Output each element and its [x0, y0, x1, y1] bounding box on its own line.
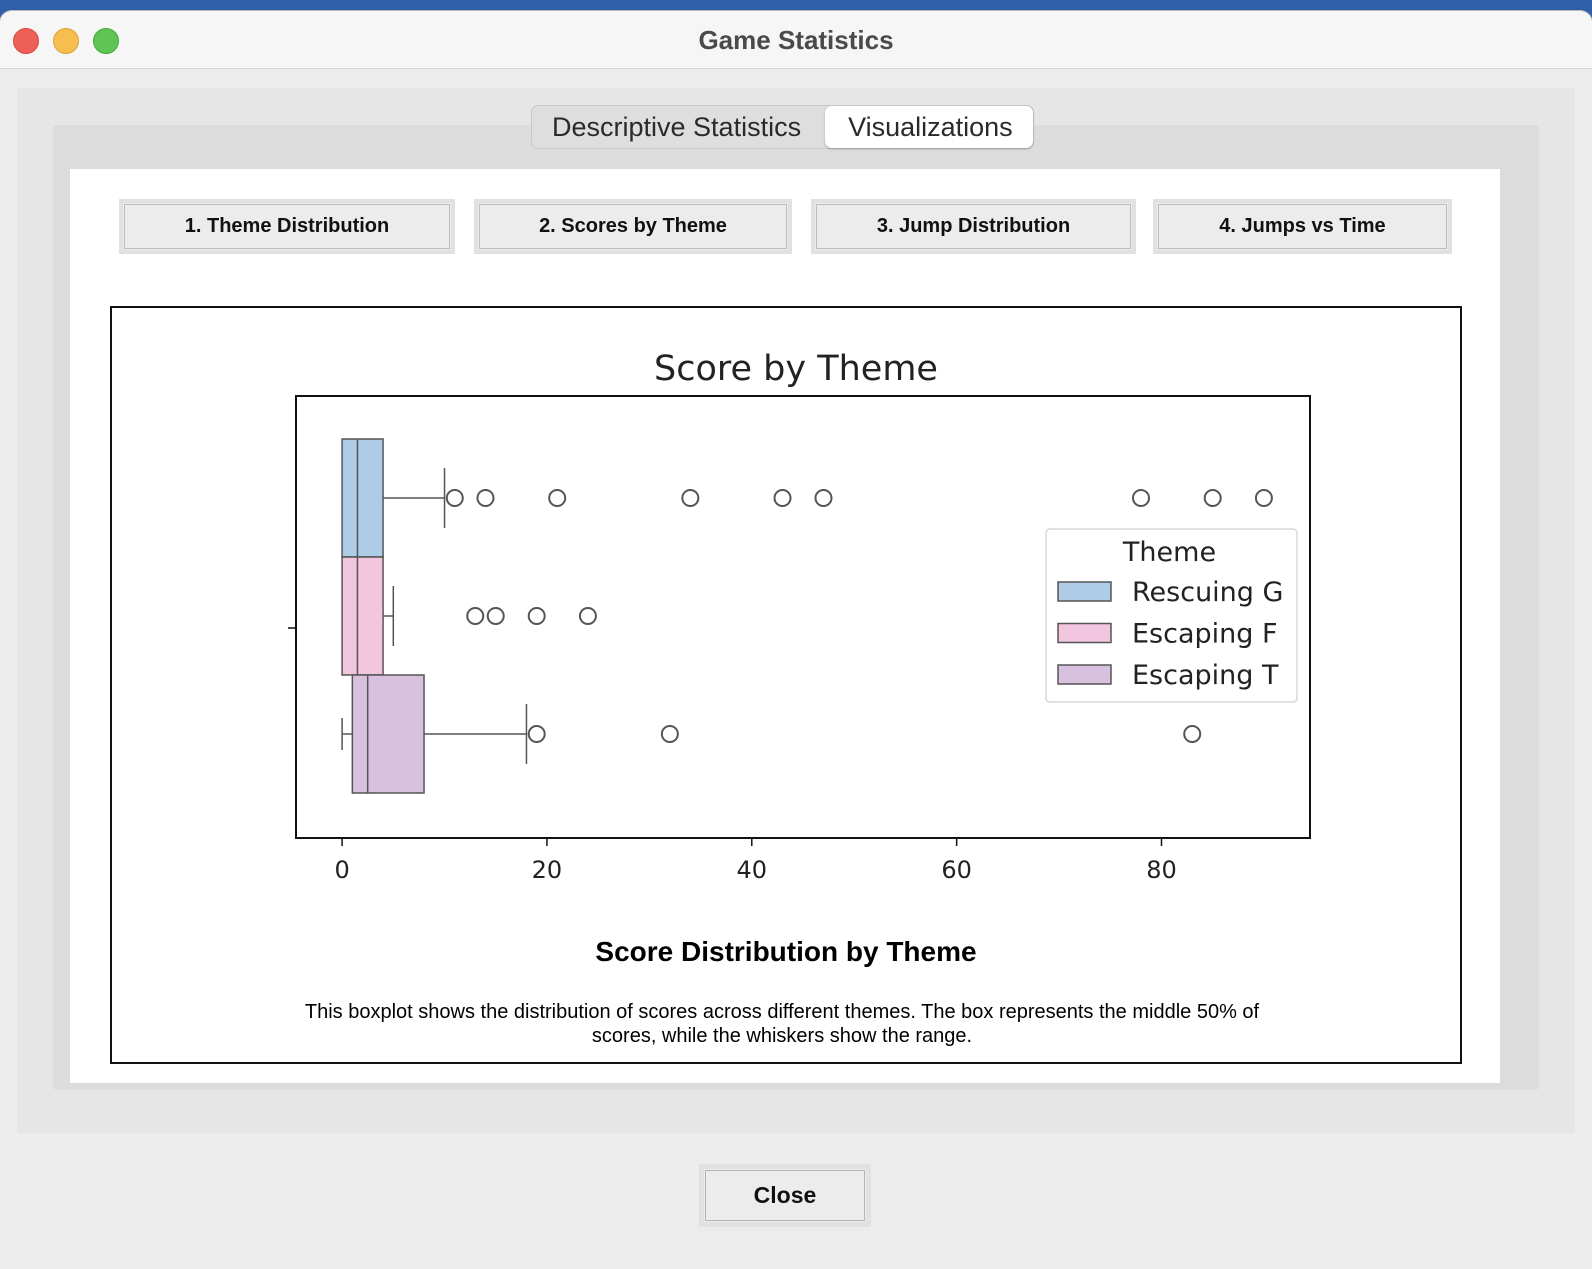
outlier-point: [773, 489, 792, 507]
x-tick-label: 60: [941, 856, 972, 884]
scores-by-theme-button[interactable]: 2. Scores by Theme: [474, 199, 792, 254]
legend-title: Theme: [1122, 537, 1216, 568]
jumps-vs-time-button[interactable]: 4. Jumps vs Time: [1153, 199, 1452, 254]
window-minimize-control[interactable]: [53, 28, 79, 54]
theme-distribution-button[interactable]: 1. Theme Distribution: [119, 199, 455, 254]
legend-swatch: [1057, 622, 1112, 644]
outlier-point: [476, 489, 495, 507]
tab-bar: Descriptive Statistics Visualizations: [531, 105, 1034, 149]
chart-title: Score by Theme: [654, 349, 938, 389]
outlier-point: [578, 607, 597, 625]
content-area: Descriptive Statistics Visualizations 1.…: [17, 88, 1575, 1133]
outlier-point: [486, 607, 505, 625]
outlier-point: [1132, 489, 1150, 507]
tab-descriptive-statistics[interactable]: Descriptive Statistics: [552, 112, 802, 142]
legend-label: Rescuing G: [1132, 577, 1283, 608]
outlier-point: [527, 607, 546, 625]
outlier-point: [527, 725, 546, 743]
window-close-control[interactable]: [13, 28, 39, 54]
outlier-point: [814, 489, 833, 507]
outlier-point: [1183, 725, 1202, 743]
outlier-point: [548, 489, 567, 507]
score-boxplot-chart: Score by Theme 0 20 40 60 80 Theme Rescuing G Es…: [288, 349, 1311, 884]
legend-swatch: [1057, 581, 1112, 602]
caption-description: This boxplot shows the distribution of s…: [304, 1001, 1260, 1047]
x-tick-label: 40: [737, 856, 768, 884]
legend-box: [1045, 528, 1298, 703]
outlier-point: [1254, 489, 1273, 507]
chart-container: Score by Theme 0 20 40 60 80 Theme Rescuing G Es…: [110, 306, 1462, 1064]
x-tick-label: 80: [1146, 856, 1177, 884]
outlier-point: [1203, 489, 1222, 507]
box-escaping-t: [351, 674, 425, 794]
x-tick-label: 0: [334, 856, 349, 884]
window-title: Game Statistics: [698, 25, 894, 55]
box-rescuing-g: [341, 438, 384, 558]
window-zoom-control[interactable]: [93, 28, 119, 54]
title-bar: Game Statistics: [0, 11, 1592, 69]
x-tick-label: 20: [532, 856, 563, 884]
plot-area-frame: [295, 395, 1311, 839]
tab-visualizations[interactable]: Visualizations: [825, 106, 1033, 148]
legend-swatch: [1057, 664, 1112, 685]
outlier-point: [445, 489, 464, 507]
jump-distribution-button[interactable]: 3. Jump Distribution: [811, 199, 1136, 254]
caption-title: Score Distribution by Theme: [595, 936, 977, 967]
legend-label: Escaping T: [1132, 660, 1279, 691]
box-escaping-f: [341, 556, 384, 676]
game-statistics-window: Game Statistics Descriptive Statistics V…: [0, 11, 1592, 1269]
outlier-point: [660, 725, 679, 743]
visualizations-panel: 1. Theme Distribution 2. Scores by Theme…: [70, 169, 1500, 1083]
outlier-point: [681, 489, 700, 507]
close-button[interactable]: Close: [699, 1164, 871, 1227]
outlier-point: [466, 607, 485, 625]
legend-label: Escaping F: [1132, 619, 1278, 650]
